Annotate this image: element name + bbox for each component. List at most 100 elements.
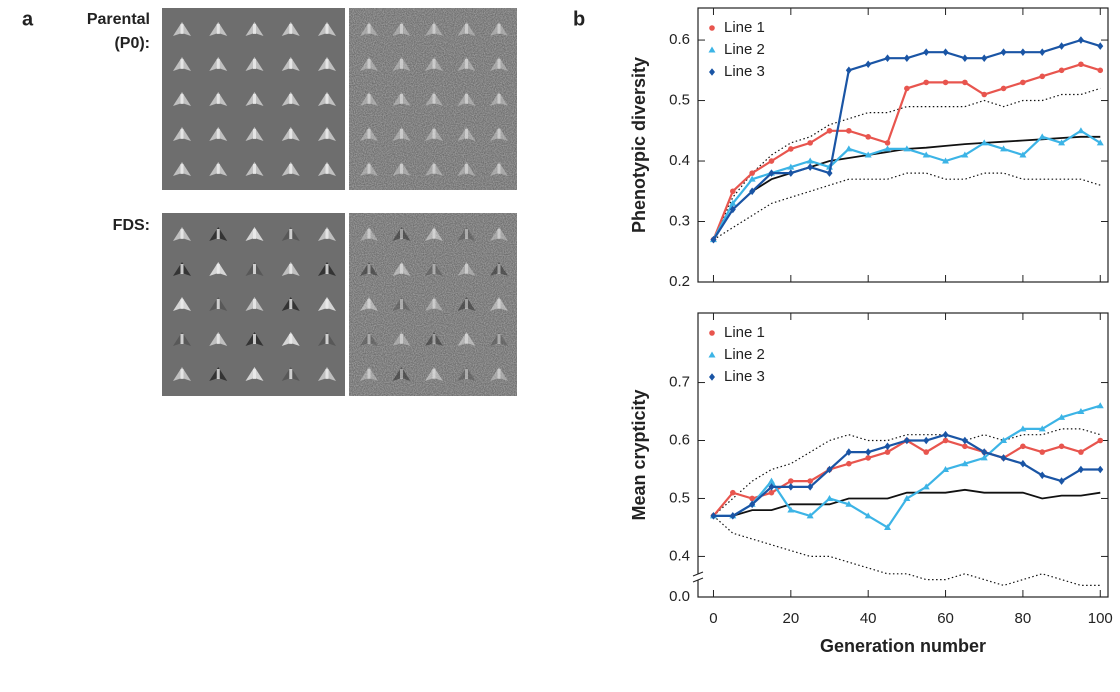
marker xyxy=(1097,67,1104,74)
panel-label: b xyxy=(573,8,585,30)
moth-body xyxy=(400,369,403,379)
marker xyxy=(1096,402,1104,409)
marker xyxy=(1020,79,1026,86)
marker xyxy=(903,54,910,63)
moth-body xyxy=(465,94,468,104)
x-tick-label: 100 xyxy=(1088,610,1113,627)
moth-body xyxy=(289,164,293,174)
marker xyxy=(845,66,852,75)
marker xyxy=(729,512,736,520)
axis-break xyxy=(692,577,704,583)
moth-body xyxy=(289,334,293,344)
moth-body xyxy=(216,94,220,104)
marker xyxy=(942,437,949,444)
marker xyxy=(709,373,715,381)
moth-body xyxy=(497,299,501,309)
marker xyxy=(826,465,833,474)
marker xyxy=(1039,73,1046,80)
moth-body xyxy=(497,334,501,344)
marker xyxy=(768,489,775,496)
marker xyxy=(923,79,930,86)
moth-body xyxy=(325,24,329,34)
y-tick-label: 0.2 xyxy=(669,273,690,290)
x-tick-label: 40 xyxy=(860,610,877,627)
moth-body xyxy=(497,369,501,379)
moth-body xyxy=(253,129,256,139)
moth-body xyxy=(325,264,329,274)
marker xyxy=(846,460,852,467)
marker xyxy=(1038,133,1046,140)
marker xyxy=(980,454,988,461)
marker xyxy=(807,140,813,146)
row-label: Parental xyxy=(87,11,150,28)
marker xyxy=(1058,413,1066,420)
moth-body xyxy=(432,24,436,34)
legend-label: Line 2 xyxy=(724,346,765,363)
moth-body xyxy=(325,129,329,139)
marker xyxy=(1039,48,1046,56)
marker xyxy=(980,139,988,146)
marker xyxy=(730,489,736,496)
marker xyxy=(768,158,775,164)
marker xyxy=(923,48,930,56)
moth-body xyxy=(400,164,403,174)
marker xyxy=(884,449,891,455)
row-label: FDS: xyxy=(113,217,150,234)
marker xyxy=(710,235,717,244)
marker xyxy=(807,483,814,491)
moth-body xyxy=(289,94,293,104)
marker xyxy=(1020,443,1026,450)
marker xyxy=(942,430,949,439)
moth-body xyxy=(432,229,436,239)
moth-body xyxy=(216,264,220,274)
marker xyxy=(749,170,755,176)
marker xyxy=(884,145,892,152)
marker xyxy=(1019,459,1026,468)
moth-body xyxy=(497,164,501,174)
marker xyxy=(904,85,910,92)
series-line xyxy=(713,404,1101,529)
moth-body xyxy=(180,334,184,344)
image-panels xyxy=(162,8,517,396)
mean-line xyxy=(713,488,1101,517)
moth-body xyxy=(325,334,329,344)
y-axis-label: Mean crypticity xyxy=(629,389,649,520)
moth-body xyxy=(289,129,293,139)
moth-body xyxy=(216,334,220,344)
moth-body xyxy=(367,24,371,34)
marker xyxy=(865,448,872,456)
marker xyxy=(1000,48,1007,56)
marker xyxy=(1097,465,1104,474)
moth-body xyxy=(432,129,436,139)
moth-body xyxy=(400,129,403,139)
marker xyxy=(1077,465,1084,474)
marker xyxy=(709,25,715,31)
row-label: (P0): xyxy=(114,35,150,52)
moth-body xyxy=(253,94,256,104)
marker xyxy=(1077,127,1085,134)
marker xyxy=(1019,425,1027,432)
marker xyxy=(865,134,871,140)
moth-body xyxy=(465,129,468,139)
plot-frame xyxy=(697,312,1109,598)
marker xyxy=(981,91,988,98)
y-tick-label: 0.6 xyxy=(669,431,690,448)
mean-line xyxy=(712,135,1101,241)
moth-body xyxy=(497,24,501,34)
moth-body xyxy=(325,94,329,104)
marker xyxy=(807,163,814,171)
marker xyxy=(923,449,930,455)
moth-body xyxy=(289,299,293,309)
marker xyxy=(865,455,871,461)
moth-body xyxy=(432,334,436,344)
moth-body xyxy=(253,59,256,69)
legend-label: Line 3 xyxy=(724,63,765,80)
axis-break-gap xyxy=(694,574,702,580)
marker xyxy=(729,205,736,214)
marker xyxy=(1058,42,1065,50)
moth-body xyxy=(497,59,501,69)
moth-body xyxy=(289,59,293,69)
moth-body xyxy=(216,299,220,309)
marker xyxy=(749,500,756,509)
